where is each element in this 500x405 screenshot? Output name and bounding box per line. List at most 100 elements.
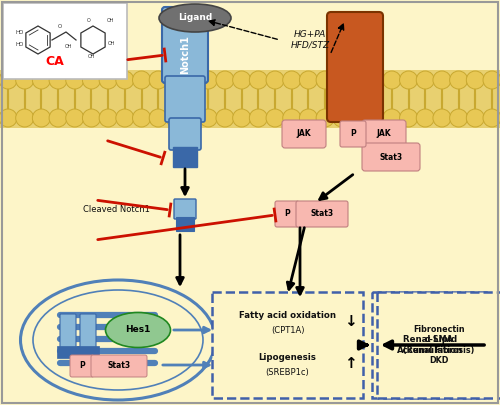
Text: P: P <box>350 130 356 139</box>
Circle shape <box>282 109 300 127</box>
Circle shape <box>132 109 150 127</box>
Circle shape <box>416 71 434 89</box>
Circle shape <box>266 71 284 89</box>
FancyBboxPatch shape <box>362 143 420 171</box>
Circle shape <box>16 109 34 127</box>
Circle shape <box>266 109 284 127</box>
Circle shape <box>466 71 484 89</box>
Text: (SREBP1c): (SREBP1c) <box>266 367 310 377</box>
Circle shape <box>366 109 384 127</box>
Circle shape <box>116 71 134 89</box>
Circle shape <box>232 71 250 89</box>
Text: Cleaved Notch1: Cleaved Notch1 <box>83 205 150 215</box>
Circle shape <box>0 109 17 127</box>
FancyBboxPatch shape <box>174 199 196 219</box>
FancyBboxPatch shape <box>3 3 127 79</box>
Text: JAK: JAK <box>296 130 312 139</box>
Text: HO: HO <box>16 42 24 47</box>
Text: Renal Lipid
Accumulation: Renal Lipid Accumulation <box>397 335 463 355</box>
Circle shape <box>182 109 200 127</box>
Circle shape <box>350 71 368 89</box>
Ellipse shape <box>20 280 216 400</box>
Circle shape <box>149 71 167 89</box>
Text: Hes1: Hes1 <box>126 326 150 335</box>
Text: O: O <box>58 24 62 29</box>
Circle shape <box>433 71 451 89</box>
Text: HG+PA
HFD/STZ: HG+PA HFD/STZ <box>290 30 330 50</box>
FancyBboxPatch shape <box>372 292 488 398</box>
Text: Stat3: Stat3 <box>108 362 130 371</box>
Circle shape <box>250 109 268 127</box>
Circle shape <box>316 109 334 127</box>
Circle shape <box>383 71 401 89</box>
FancyBboxPatch shape <box>80 314 96 348</box>
Circle shape <box>49 71 67 89</box>
Circle shape <box>466 109 484 127</box>
Text: P: P <box>79 362 85 371</box>
FancyBboxPatch shape <box>275 201 299 227</box>
Circle shape <box>416 109 434 127</box>
Circle shape <box>149 109 167 127</box>
Circle shape <box>250 71 268 89</box>
Circle shape <box>132 71 150 89</box>
FancyBboxPatch shape <box>0 70 500 128</box>
Circle shape <box>99 71 117 89</box>
FancyBboxPatch shape <box>57 346 79 358</box>
Circle shape <box>116 109 134 127</box>
FancyBboxPatch shape <box>169 118 201 150</box>
Circle shape <box>450 71 468 89</box>
Circle shape <box>400 71 417 89</box>
Text: Fatty acid oxidation: Fatty acid oxidation <box>239 311 336 320</box>
Circle shape <box>200 71 218 89</box>
FancyBboxPatch shape <box>77 346 99 358</box>
Circle shape <box>333 109 351 127</box>
Circle shape <box>166 71 184 89</box>
Circle shape <box>32 109 50 127</box>
Text: OH: OH <box>65 44 72 49</box>
FancyBboxPatch shape <box>165 76 205 122</box>
Circle shape <box>166 109 184 127</box>
Circle shape <box>316 71 334 89</box>
FancyBboxPatch shape <box>282 120 326 148</box>
Ellipse shape <box>106 313 170 347</box>
Circle shape <box>99 109 117 127</box>
Circle shape <box>16 71 34 89</box>
Circle shape <box>300 71 318 89</box>
FancyBboxPatch shape <box>212 292 363 398</box>
Circle shape <box>232 109 250 127</box>
Text: Ligand: Ligand <box>178 13 212 23</box>
FancyBboxPatch shape <box>362 120 406 148</box>
Circle shape <box>32 71 50 89</box>
Text: Fibronectin
α-SMA
(Renal Fibrosis)
DKD: Fibronectin α-SMA (Renal Fibrosis) DKD <box>404 325 474 365</box>
Circle shape <box>82 71 100 89</box>
Circle shape <box>333 71 351 89</box>
FancyBboxPatch shape <box>173 147 197 167</box>
Circle shape <box>200 109 218 127</box>
Circle shape <box>66 109 84 127</box>
Circle shape <box>49 109 67 127</box>
Text: HO: HO <box>16 30 24 35</box>
Circle shape <box>400 109 417 127</box>
FancyBboxPatch shape <box>327 12 383 122</box>
Circle shape <box>82 109 100 127</box>
Text: OH: OH <box>107 18 114 23</box>
FancyBboxPatch shape <box>162 7 208 83</box>
Text: (CPT1A): (CPT1A) <box>271 326 304 335</box>
Text: JAK: JAK <box>376 130 392 139</box>
Circle shape <box>483 71 500 89</box>
Text: CA: CA <box>46 55 64 68</box>
FancyBboxPatch shape <box>91 355 147 377</box>
FancyBboxPatch shape <box>377 292 500 398</box>
Text: O: O <box>87 18 91 23</box>
FancyBboxPatch shape <box>340 121 366 147</box>
Text: OH: OH <box>88 54 96 59</box>
FancyBboxPatch shape <box>176 217 194 231</box>
Text: Notch1: Notch1 <box>180 36 190 75</box>
Circle shape <box>366 71 384 89</box>
Ellipse shape <box>159 4 231 32</box>
Circle shape <box>66 71 84 89</box>
Text: Lipogenesis: Lipogenesis <box>258 352 316 362</box>
Text: ↓: ↓ <box>344 315 356 330</box>
FancyBboxPatch shape <box>296 201 348 227</box>
Circle shape <box>300 109 318 127</box>
